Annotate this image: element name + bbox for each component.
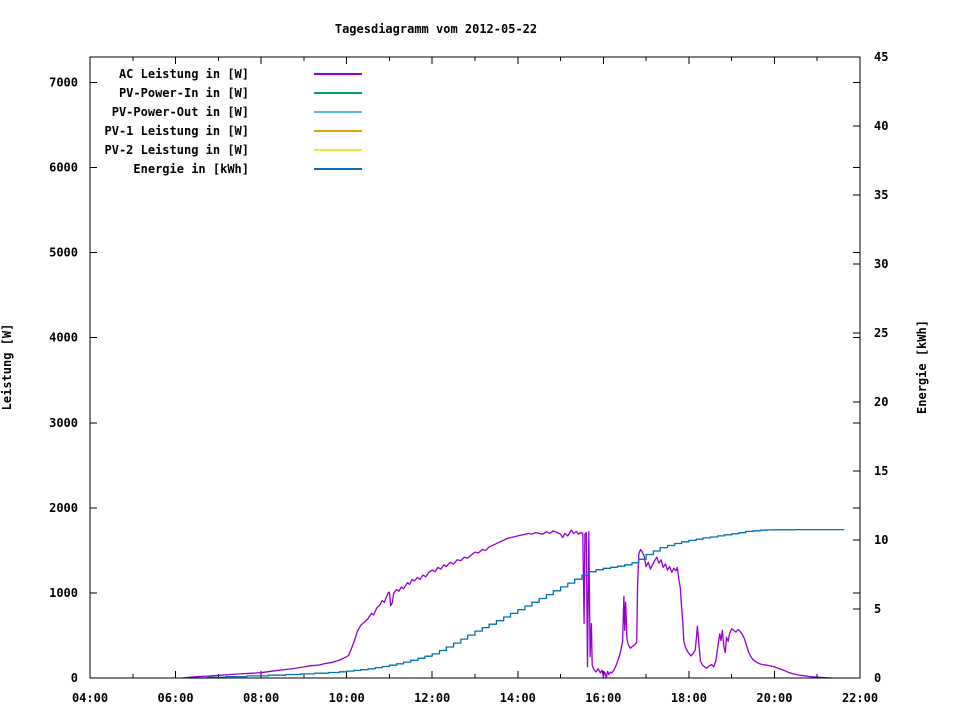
legend-item: PV-1 Leistung in [W] bbox=[95, 121, 362, 140]
x-tick-label: 18:00 bbox=[671, 691, 707, 705]
legend-line-sample bbox=[314, 167, 362, 170]
series-line-ac-leistung-in-w- bbox=[182, 529, 832, 679]
y-left-tick-label: 7000 bbox=[49, 76, 78, 90]
y-left-tick-label: 5000 bbox=[49, 246, 78, 260]
legend-item-label: PV-1 Leistung in [W] bbox=[104, 123, 250, 138]
y-left-tick-label: 2000 bbox=[49, 501, 78, 515]
y-left-tick-label: 4000 bbox=[49, 331, 78, 345]
y-left-tick-label: 3000 bbox=[49, 416, 78, 430]
x-tick-label: 06:00 bbox=[157, 691, 193, 705]
y-right-tick-label: 40 bbox=[874, 119, 888, 133]
y-right-tick-label: 20 bbox=[874, 395, 888, 409]
legend-item-label: PV-2 Leistung in [W] bbox=[104, 142, 250, 157]
y-right-tick-label: 45 bbox=[874, 50, 888, 64]
x-tick-label: 08:00 bbox=[243, 691, 279, 705]
legend-line-sample bbox=[314, 110, 362, 113]
legend-line-sample bbox=[314, 72, 362, 75]
legend: AC Leistung in [W] PV-Power-In in [W] PV-P… bbox=[95, 64, 362, 178]
x-tick-label: 22:00 bbox=[842, 691, 878, 705]
legend-item-label: PV-Power-Out in [W] bbox=[111, 104, 249, 119]
series-line-energie-in-kwh- bbox=[189, 528, 845, 679]
y-left-tick-label: 6000 bbox=[49, 161, 78, 175]
chart-title: Tagesdiagramm vom 2012-05-22 bbox=[334, 22, 538, 36]
x-tick-label: 14:00 bbox=[500, 691, 536, 705]
y-left-tick-label: 1000 bbox=[49, 586, 78, 600]
y-right-tick-label: 5 bbox=[874, 602, 881, 616]
legend-item: PV-Power-Out in [W] bbox=[95, 102, 362, 121]
x-tick-label: 20:00 bbox=[756, 691, 792, 705]
y-left-tick-label: 0 bbox=[71, 671, 78, 685]
y-right-tick-label: 15 bbox=[874, 464, 888, 478]
legend-item: PV-2 Leistung in [W] bbox=[95, 140, 362, 159]
y-right-tick-label: 25 bbox=[874, 326, 888, 340]
x-tick-label: 16:00 bbox=[585, 691, 621, 705]
x-tick-label: 12:00 bbox=[414, 691, 450, 705]
y-right-tick-label: 30 bbox=[874, 257, 888, 271]
y-right-tick-label: 35 bbox=[874, 188, 888, 202]
legend-item-label: Energie in [kWh] bbox=[133, 161, 249, 176]
x-tick-label: 04:00 bbox=[72, 691, 108, 705]
legend-item-label: AC Leistung in [W] bbox=[118, 66, 249, 81]
legend-line-sample bbox=[314, 91, 362, 94]
legend-line-sample bbox=[314, 148, 362, 151]
legend-item-label: PV-Power-In in [W] bbox=[118, 85, 249, 100]
legend-item: AC Leistung in [W] bbox=[95, 64, 362, 83]
x-tick-label: 10:00 bbox=[329, 691, 365, 705]
plot-border bbox=[89, 56, 861, 679]
y-right-tick-label: 0 bbox=[874, 671, 881, 685]
legend-item: Energie in [kWh] bbox=[95, 159, 362, 178]
legend-item: PV-Power-In in [W] bbox=[95, 83, 362, 102]
y-right-tick-label: 10 bbox=[874, 533, 888, 547]
legend-line-sample bbox=[314, 129, 362, 132]
